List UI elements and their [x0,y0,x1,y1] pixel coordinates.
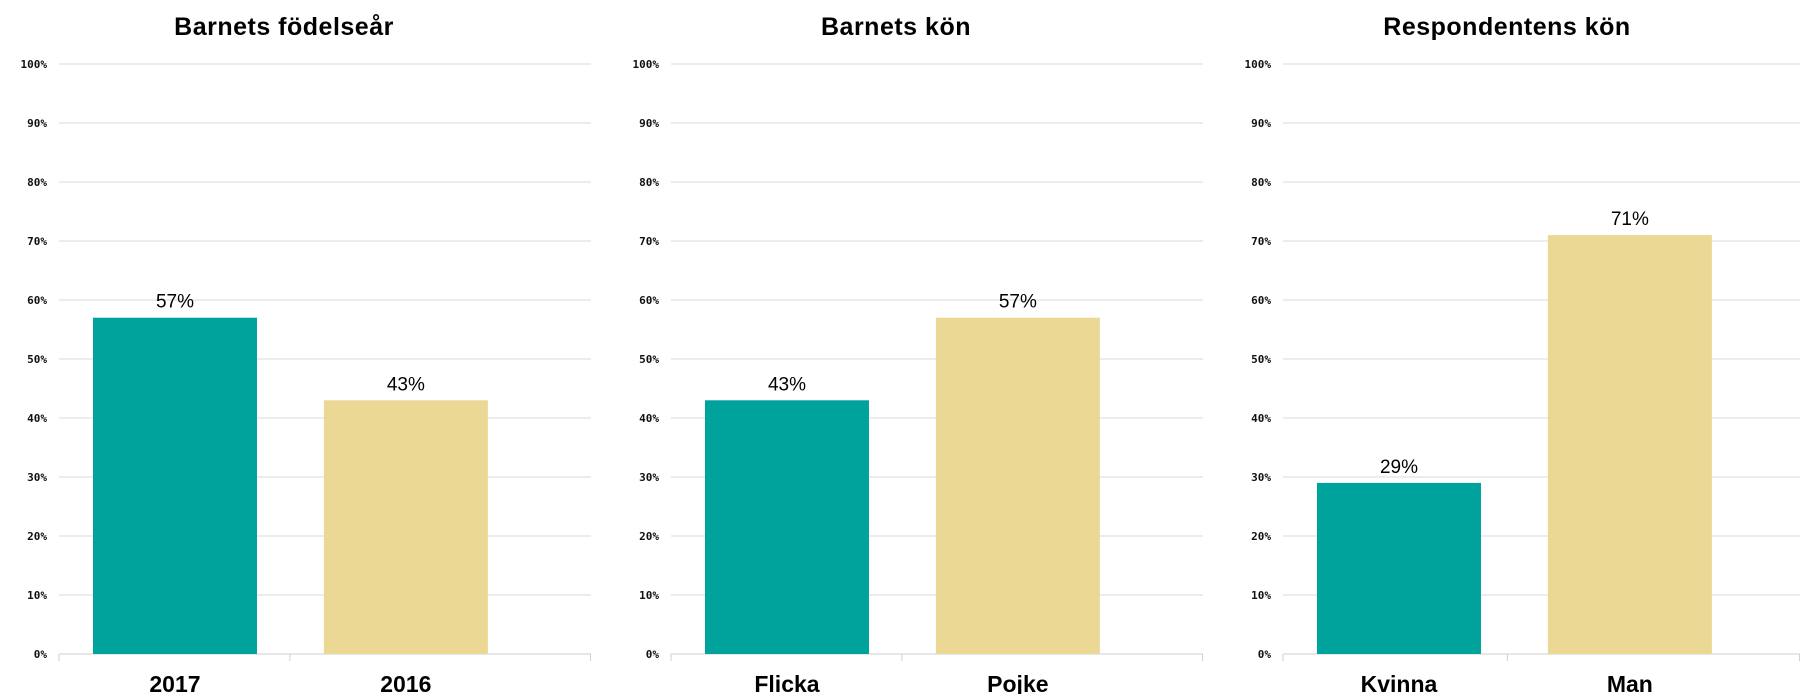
bar-chart-2: 0% 10% 20% 30% 40% 50% 60% 70% 80% 90% 100% Barnets… [633,13,1203,694]
bar-pojke [935,317,1100,654]
y-tick-label: 20% [639,530,659,543]
y-tick-label: 10% [639,589,659,602]
chart-title: Barnets kön [821,13,971,41]
y-tick-label: 50% [1251,353,1271,366]
data-label: 71% [1611,209,1649,230]
y-tick-label: 10% [27,589,47,602]
bar-2017 [92,317,257,654]
y-tick-label: 20% [1251,530,1271,543]
y-tick-label: 30% [639,471,659,484]
category-label: 2017 [149,671,200,694]
y-tick-label: 20% [27,530,47,543]
y-tick-label: 70% [639,235,659,248]
y-tick-label: 90% [27,117,47,130]
y-tick-label: 60% [1251,294,1271,307]
y-tick-label: 100% [21,58,48,71]
y-tick-label: 80% [639,176,659,189]
y-tick-label: 80% [1251,176,1271,189]
data-label: 29% [1380,457,1418,478]
category-label: 2016 [380,671,431,694]
data-label: 57% [999,292,1037,313]
y-tick-label: 30% [27,471,47,484]
y-tick-label: 100% [633,58,660,71]
bar-kvinna [1316,482,1481,654]
data-label: 43% [387,374,425,395]
category-label: Pojke [987,671,1048,694]
y-tick-label: 70% [27,235,47,248]
y-tick-label: 0% [646,648,660,661]
category-label: Kvinna [1361,671,1438,694]
y-tick-label: 80% [27,176,47,189]
category-label: Man [1607,671,1653,694]
y-tick-label: 50% [639,353,659,366]
y-tick-label: 40% [639,412,659,425]
y-tick-label: 70% [1251,235,1271,248]
y-tick-label: 90% [1251,117,1271,130]
y-tick-label: 100% [1245,58,1272,71]
y-tick-label: 30% [1251,471,1271,484]
chart-title: Barnets födelseår [174,13,394,41]
chart-title: Respondentens kön [1383,13,1630,41]
data-label: 43% [768,374,806,395]
bar-2016 [323,400,488,654]
data-label: 57% [156,292,194,313]
bar-man [1547,235,1712,654]
y-tick-label: 90% [639,117,659,130]
y-tick-label: 60% [639,294,659,307]
y-tick-label: 40% [1251,412,1271,425]
y-tick-label: 10% [1251,589,1271,602]
bar-flicka [704,400,869,654]
y-tick-label: 0% [34,648,48,661]
y-tick-label: 0% [1258,648,1272,661]
y-tick-label: 50% [27,353,47,366]
bar-chart-1: 0% 10% 20% 30% 40% 50% 60% 70% 80% 90% 100% Barnets… [21,13,591,694]
bar-chart-3: 0% 10% 20% 30% 40% 50% 60% 70% 80% 90% 100% Respond… [1245,13,1800,694]
y-tick-label: 40% [27,412,47,425]
y-tick-label: 60% [27,294,47,307]
category-label: Flicka [754,671,819,694]
